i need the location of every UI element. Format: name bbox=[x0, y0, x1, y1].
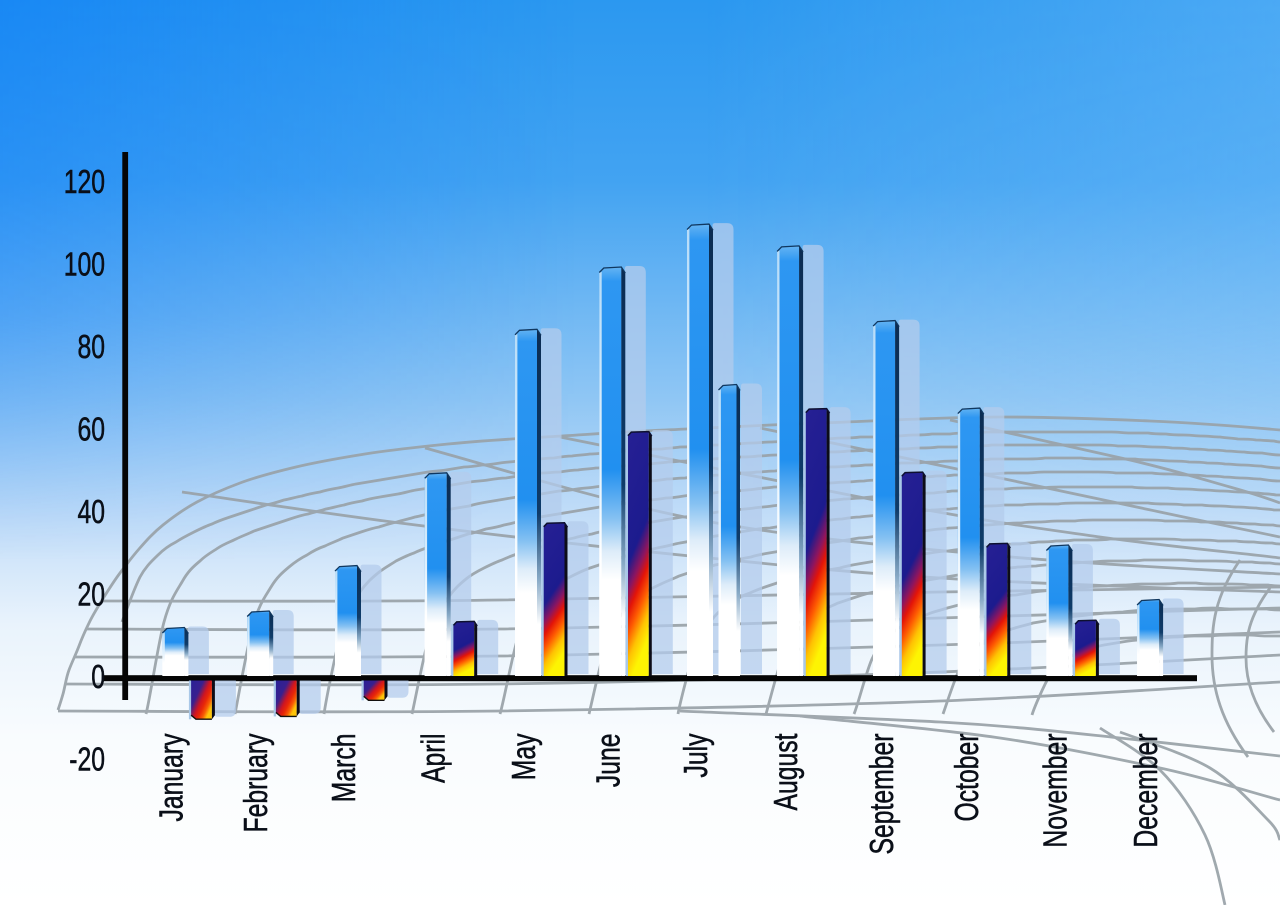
svg-text:60: 60 bbox=[77, 412, 105, 448]
svg-text:March: March bbox=[327, 734, 363, 803]
svg-text:July: July bbox=[679, 733, 715, 777]
svg-text:120: 120 bbox=[64, 165, 105, 201]
svg-text:May: May bbox=[507, 733, 543, 780]
svg-text:October: October bbox=[950, 733, 986, 821]
svg-text:June: June bbox=[591, 734, 627, 788]
svg-text:April: April bbox=[416, 734, 452, 783]
svg-text:40: 40 bbox=[77, 495, 105, 531]
svg-text:September: September bbox=[865, 733, 901, 854]
svg-text:80: 80 bbox=[77, 330, 105, 366]
svg-text:February: February bbox=[239, 733, 275, 832]
svg-text:November: November bbox=[1038, 733, 1074, 847]
svg-text:0: 0 bbox=[91, 660, 105, 696]
svg-text:January: January bbox=[154, 733, 190, 821]
svg-text:20: 20 bbox=[77, 577, 105, 613]
svg-text:100: 100 bbox=[64, 247, 105, 283]
svg-text:August: August bbox=[769, 734, 805, 811]
svg-text:December: December bbox=[1129, 733, 1165, 847]
svg-text:-20: -20 bbox=[69, 742, 105, 778]
